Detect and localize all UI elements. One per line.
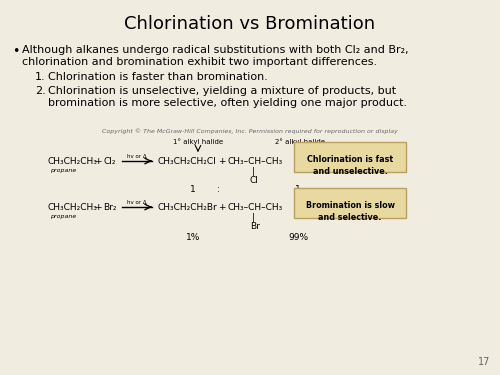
Text: 2° alkyl halide: 2° alkyl halide [275,138,325,145]
Text: hv or Δ: hv or Δ [127,200,147,205]
Text: 17: 17 [478,357,490,367]
Text: bromination is more selective, often yielding one major product.: bromination is more selective, often yie… [48,98,407,108]
Text: 1.: 1. [35,72,45,82]
Text: |: | [252,167,254,176]
Text: +: + [218,157,226,166]
Text: Although alkanes undergo radical substitutions with both Cl₂ and Br₂,: Although alkanes undergo radical substit… [22,45,408,55]
Text: Chlorination is fast
and unselective.: Chlorination is fast and unselective. [307,155,393,177]
Text: CH₃–CH–CH₃: CH₃–CH–CH₃ [228,157,283,166]
Text: Chlorination is faster than bromination.: Chlorination is faster than bromination. [48,72,268,82]
Text: Chlorination is unselective, yielding a mixture of products, but: Chlorination is unselective, yielding a … [48,86,396,96]
Text: CH₃CH₂CH₂Cl: CH₃CH₂CH₂Cl [158,157,217,166]
Text: hv or Δ: hv or Δ [127,154,147,159]
Text: CH₃CH₂CH₃: CH₃CH₂CH₃ [48,157,98,166]
Text: +: + [94,157,102,166]
Text: Cl: Cl [250,176,259,185]
Text: |: | [252,213,254,222]
Text: CH₃CH₂CH₃: CH₃CH₂CH₃ [48,203,98,212]
Text: CH₃–CH–CH₃: CH₃–CH–CH₃ [228,203,283,212]
Text: Cl₂: Cl₂ [103,157,116,166]
Text: 2.: 2. [35,86,46,96]
Text: Br₂: Br₂ [103,203,117,212]
Text: 1%: 1% [186,233,200,242]
Text: propane: propane [50,214,76,219]
FancyBboxPatch shape [294,142,406,172]
Text: +: + [94,203,102,212]
Text: Br: Br [250,222,260,231]
Text: CH₃CH₂CH₂Br: CH₃CH₂CH₂Br [158,203,218,212]
Text: 1° alkyl halide: 1° alkyl halide [173,138,223,145]
Text: 99%: 99% [288,233,308,242]
Text: •: • [12,45,20,58]
Text: 1: 1 [295,185,301,194]
Text: chlorination and bromination exhibit two important differences.: chlorination and bromination exhibit two… [22,57,377,67]
Text: :: : [216,185,220,194]
Text: Bromination is slow
and selective.: Bromination is slow and selective. [306,201,394,222]
Text: Chlorination vs Bromination: Chlorination vs Bromination [124,15,376,33]
FancyBboxPatch shape [294,188,406,218]
Text: propane: propane [50,168,76,173]
Text: 1: 1 [190,185,196,194]
Text: +: + [218,203,226,212]
Text: Copyright © The McGraw-Hill Companies, Inc. Permission required for reproduction: Copyright © The McGraw-Hill Companies, I… [102,128,398,134]
